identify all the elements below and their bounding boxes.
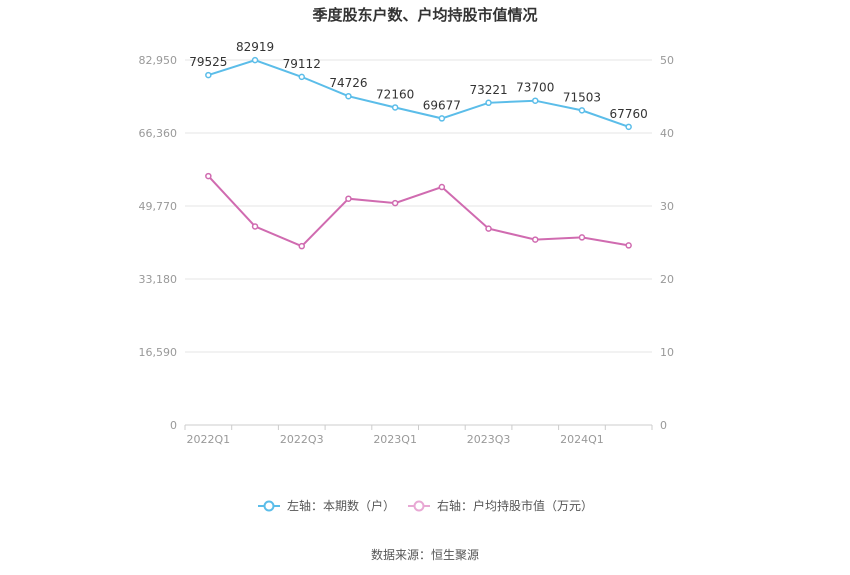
data-label: 73221 [469, 83, 507, 97]
data-label: 79112 [283, 57, 321, 71]
legend-label[interactable]: 左轴：本期数（户） [287, 498, 395, 513]
data-point [485, 225, 492, 232]
right-tick-label: 20 [660, 273, 674, 286]
legend-label[interactable]: 右轴：户均持股市值（万元） [437, 498, 593, 513]
data-point [345, 92, 352, 100]
data-point [532, 236, 539, 243]
data-point [345, 195, 352, 202]
data-point [251, 223, 259, 230]
chart-title: 季度股东户数、户均持股市值情况 [312, 6, 537, 24]
left-tick-label: 16,590 [139, 346, 178, 359]
x-tick-label: 2024Q1 [560, 433, 604, 446]
right-axis: 0 10 20 30 40 50 [660, 54, 674, 432]
data-point [205, 172, 212, 180]
legend-swatch-marker [413, 500, 425, 512]
x-tick-label: 2023Q3 [467, 433, 511, 446]
left-tick-label: 0 [170, 419, 177, 432]
left-tick-label: 49,770 [139, 200, 178, 213]
right-tick-label: 0 [660, 419, 667, 432]
series-line-1 [208, 59, 629, 128]
data-point [205, 71, 212, 79]
left-axis: 0 16,590 33,180 49,770 66,360 82,950 [139, 54, 178, 432]
data-point [625, 242, 632, 249]
left-tick-label: 82,950 [139, 54, 178, 67]
data-label: 79525 [189, 55, 227, 69]
left-tick-label: 33,180 [139, 273, 178, 286]
data-label: 71503 [563, 90, 601, 104]
data-label: 67760 [610, 107, 648, 121]
right-tick-label: 10 [660, 346, 674, 359]
data-point [298, 242, 305, 250]
legend: 左轴：本期数（户） 右轴：户均持股市值（万元） [258, 498, 593, 513]
data-point [625, 123, 632, 131]
data-point [578, 107, 586, 114]
data-point [391, 199, 399, 207]
data-label: 69677 [423, 98, 461, 112]
x-axis: 2022Q1 2022Q3 2023Q1 2023Q3 2024Q1 [184, 425, 653, 446]
data-label: 82919 [236, 40, 274, 54]
series: 79525 82919 79112 74726 72160 69677 73221 73700… [189, 40, 648, 250]
data-point [251, 56, 259, 64]
data-point [532, 97, 539, 104]
data-label: 73700 [516, 81, 554, 95]
x-tick-label: 2022Q1 [187, 433, 231, 446]
data-point [438, 115, 446, 122]
right-tick-label: 40 [660, 127, 674, 140]
data-point [578, 234, 586, 241]
left-tick-label: 66,360 [139, 127, 178, 140]
data-point [298, 73, 305, 81]
x-tick-label: 2023Q1 [373, 433, 417, 446]
grid [185, 59, 652, 426]
data-label: 74726 [329, 76, 367, 90]
data-point [485, 99, 492, 107]
data-label: 72160 [376, 87, 414, 101]
data-point [438, 183, 446, 191]
x-tick-label: 2022Q3 [280, 433, 324, 446]
source-text: 数据来源：恒生聚源 [371, 547, 479, 562]
legend-swatch-marker [263, 500, 275, 512]
series-line-2 [207, 175, 629, 248]
right-tick-label: 30 [660, 200, 674, 213]
data-point [391, 104, 399, 111]
right-tick-label: 50 [660, 54, 674, 67]
